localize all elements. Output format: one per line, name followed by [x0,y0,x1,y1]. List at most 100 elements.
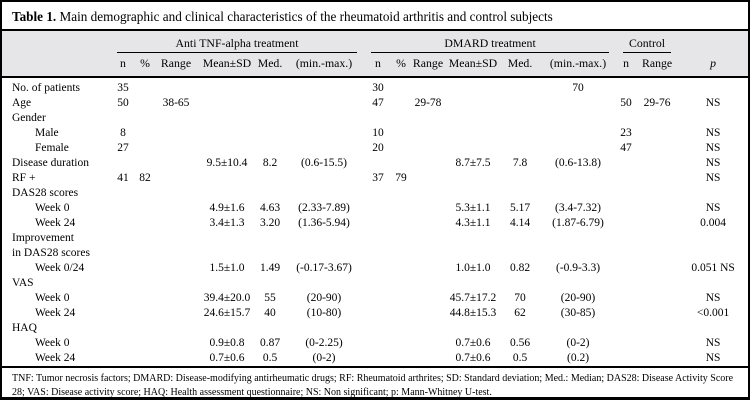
table-cell [392,351,410,366]
table-cell [110,321,136,336]
table-cell [198,246,256,261]
table-cell [392,96,410,111]
table-cell: 0.7±0.6 [209,352,245,364]
table-cell [136,111,154,126]
table-cell [392,126,410,141]
table-cell: (1.36-5.94) [298,217,350,229]
table-cell [616,111,636,126]
table-cell [136,246,154,261]
table-cell [500,246,540,261]
column-header: Mean±SD [198,53,256,78]
column-header: % [136,53,154,78]
table-row: Age 50 38-65 47 29-78 50 29-76 NS [2,96,748,111]
row-label: Week 24 [35,217,76,229]
table-row: No. of patients 35 30 70 [2,77,748,96]
table-cell [154,321,198,336]
group-header-label: Control [623,31,672,53]
table-cell [636,321,678,336]
table-caption: Main demographic and clinical characteri… [56,9,553,24]
table-cell [284,77,364,96]
row-label: RF + [12,172,36,184]
table-cell: 29-76 [643,97,671,109]
row-label: Week 24 [35,352,76,364]
table-cell [284,276,364,291]
table-cell: 3.20 [259,217,281,229]
table-cell [616,156,636,171]
table-cell [256,246,284,261]
table-cell: 0.5 [512,352,528,364]
table-row: RF + 41 82 37 79 NS [2,171,748,186]
table-cell: 4.14 [509,217,531,229]
table-cell [136,276,154,291]
table-cell [154,126,198,141]
table-cell [636,276,678,291]
table-cell [636,126,678,141]
table-cell [616,171,636,186]
table-cell [636,246,678,261]
table-cell [616,351,636,366]
table-cell: 29-78 [414,97,442,109]
table-cell [678,276,748,291]
table-cell [636,77,678,96]
table-cell [500,126,540,141]
table-cell [256,171,284,186]
table-cell: (2.33-7.89) [298,202,350,214]
table-cell [392,276,410,291]
table-cell [636,171,678,186]
table-cell [154,111,198,126]
table-cell [284,246,364,261]
table-cell [154,351,198,366]
table-cell [110,246,136,261]
table-row: Week 24 0.7±0.6 0.5 (0-2) 0.7±0.6 0.5 (0.2) NS [2,351,748,366]
table-cell [364,321,392,336]
table-cell: 30 [372,82,384,94]
group-header-label: DMARD treatment [371,31,610,53]
table-cell: 41 [117,172,129,184]
table-row: DAS28 scores [2,186,748,201]
table-cell [364,231,392,246]
group-header-dmard: DMARD treatment [364,29,617,53]
table-cell [256,111,284,126]
table-cell [154,261,198,276]
table-cell: (0-2.25) [305,337,343,349]
column-header: Med. [256,53,284,78]
table-cell [364,246,392,261]
table-cell [392,77,410,96]
column-header: Range [154,53,198,78]
table-cell [500,96,540,111]
table-body: No. of patients 35 30 70 Age 50 38-65 47 29-78 50… [2,77,748,366]
table-cell: 44.8±15.3 [449,307,497,319]
table-cell [446,246,500,261]
table-cell [136,141,154,156]
table-cell [136,96,154,111]
table-row: Disease duration 9.5±10.4 8.2 (0.6-15.5) 8.7… [2,156,748,171]
table-number: Table 1. [12,9,57,24]
table-cell [136,231,154,246]
table-cell [110,351,136,366]
table-cell [540,96,616,111]
group-header-row: Anti TNF-alpha treatment DMARD treatment… [2,29,748,53]
table-cell [136,216,154,231]
table-cell [410,306,446,321]
table-cell [446,276,500,291]
table-cell: 24.6±15.7 [203,307,251,319]
table-cell [410,77,446,96]
group-header-label: Anti TNF-alpha treatment [117,31,357,53]
table-cell [110,186,136,201]
table-cell [636,186,678,201]
table-cell [110,276,136,291]
table-cell: 55 [264,292,276,304]
table-cell [616,291,636,306]
table-cell: 82 [139,172,151,184]
table-row: Week 24 24.6±15.7 40 (10-80) 44.8±15.3 62 (30-… [2,306,748,321]
table-cell: NS [705,202,721,214]
table-row: Week 0 4.9±1.6 4.63 (2.33-7.89) 5.3±1.1 5.17 (… [2,201,748,216]
row-label: Week 0 [35,337,70,349]
table-cell [540,111,616,126]
table-cell: NS [705,127,721,139]
table-cell [110,336,136,351]
table-row: VAS [2,276,748,291]
table-cell [500,321,540,336]
column-header-row: n% Range Mean±SD Med. (min.-max.) n% Range Mean… [2,53,748,78]
table-cell [136,291,154,306]
